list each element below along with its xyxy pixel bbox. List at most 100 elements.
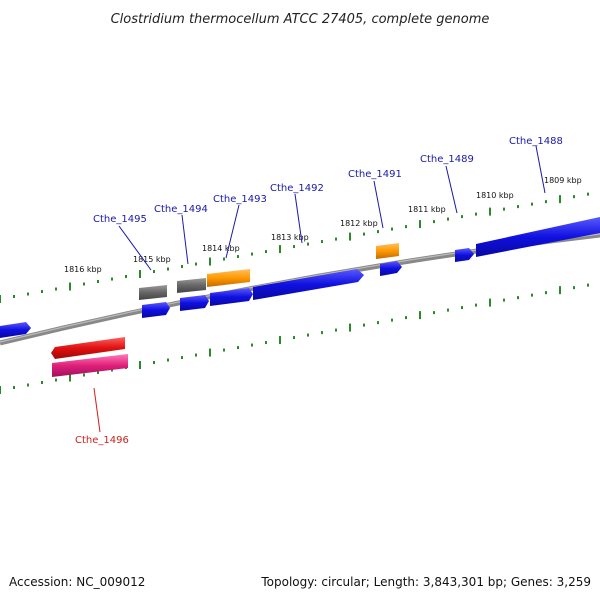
- inner-ruler-minor-tick: [321, 331, 323, 335]
- inner-ruler-minor-tick: [41, 381, 43, 385]
- outer-ruler-minor-tick: [181, 265, 183, 269]
- gene-cds-cthe-1489[interactable]: [455, 248, 474, 262]
- gene-cds-cthe-1493-b[interactable]: [210, 288, 253, 306]
- inner-ruler-major-tick: [69, 373, 71, 382]
- gene-label-cthe-1491[interactable]: Cthe_1491: [348, 169, 402, 180]
- inner-ruler-minor-tick: [433, 311, 435, 315]
- kbp-label-1816: 1816 kbp: [64, 265, 102, 274]
- inner-ruler-minor-tick: [293, 336, 295, 340]
- outer-ruler-minor-tick: [447, 217, 449, 221]
- gene-labels: Cthe_1488 Cthe_1489 Cthe_1491 Cthe_1492 …: [75, 136, 563, 446]
- outer-ruler-minor-tick: [545, 200, 547, 204]
- outer-ruler-minor-tick: [377, 230, 379, 234]
- outer-ruler-major-tick: [139, 270, 141, 279]
- gene-cds-cthe-1488[interactable]: [476, 217, 600, 257]
- kbp-label-1815: 1815 kbp: [133, 255, 171, 264]
- gene-label-cthe-1489[interactable]: Cthe_1489: [420, 154, 474, 165]
- outer-ruler-minor-tick: [503, 207, 505, 211]
- outer-ruler-minor-tick: [153, 270, 155, 274]
- outer-ruler-major-tick: [489, 207, 491, 216]
- outer-ruler-minor-tick: [293, 245, 295, 249]
- outer-ruler-minor-tick: [475, 212, 477, 216]
- inner-ruler-major-tick: [489, 298, 491, 307]
- inner-ruler-minor-tick: [405, 316, 407, 320]
- callout-line-cthe-1489: [445, 165, 458, 214]
- inner-ruler-minor-tick: [391, 318, 393, 322]
- outer-ruler-minor-tick: [41, 290, 43, 294]
- inner-ruler-minor-tick: [55, 378, 57, 382]
- gene-pseudo-cthe-1495[interactable]: [139, 285, 167, 300]
- kbp-label-1812: 1812 kbp: [340, 219, 378, 228]
- map-title: Clostridium thermocellum ATCC 27405, com…: [111, 12, 490, 27]
- kbp-label-1813: 1813 kbp: [271, 233, 309, 242]
- outer-ruler-minor-tick: [55, 287, 57, 291]
- outer-ruler-minor-tick: [111, 277, 113, 281]
- kbp-label-1811: 1811 kbp: [408, 205, 446, 214]
- gene-cds-cthe-1491[interactable]: [380, 261, 402, 276]
- gene-label-cthe-1488[interactable]: Cthe_1488: [509, 136, 563, 147]
- outer-ruler-major-tick: [349, 232, 351, 241]
- inner-ruler-minor-tick: [447, 308, 449, 312]
- inner-ruler-minor-tick: [223, 348, 225, 352]
- gene-label-cthe-1493[interactable]: Cthe_1493: [213, 194, 267, 205]
- outer-ruler-minor-tick: [167, 267, 169, 271]
- inner-ruler-minor-tick: [531, 293, 533, 297]
- inner-ruler-minor-tick: [251, 343, 253, 347]
- inner-ruler-major-tick: [209, 348, 211, 357]
- inner-ruler-minor-tick: [83, 373, 85, 377]
- gene-cds-cthe-1496[interactable]: [51, 337, 125, 359]
- ruler-labels: 1816 kbp 1815 kbp 1814 kbp 1813 kbp 1812…: [64, 176, 582, 274]
- inner-ruler-minor-tick: [237, 346, 239, 350]
- genome-summary-text: Topology: circular; Length: 3,843,301 bp…: [260, 575, 591, 589]
- inner-ruler-minor-tick: [461, 306, 463, 310]
- outer-ruler-minor-tick: [391, 227, 393, 231]
- outer-ruler-major-tick: [209, 257, 211, 266]
- inner-ruler-minor-tick: [475, 303, 477, 307]
- gene-cds-cthe-1494[interactable]: [180, 295, 209, 311]
- outer-ruler-minor-tick: [97, 280, 99, 284]
- inner-ruler-minor-tick: [363, 323, 365, 327]
- callout-line-cthe-1494: [181, 214, 189, 265]
- ruler-ticks-inner: [0, 283, 589, 394]
- inner-ruler-minor-tick: [97, 371, 99, 375]
- gene-label-cthe-1492[interactable]: Cthe_1492: [270, 183, 324, 194]
- gene-label-cthe-1496[interactable]: Cthe_1496: [75, 435, 129, 446]
- gene-misc-feature[interactable]: [52, 354, 128, 377]
- gene-label-cthe-1495[interactable]: Cthe_1495: [93, 214, 147, 225]
- inner-ruler-major-tick: [139, 361, 141, 370]
- outer-ruler-minor-tick: [363, 232, 365, 236]
- inner-ruler-minor-tick: [587, 283, 589, 287]
- gene-cds-forward[interactable]: [0, 322, 31, 338]
- gene-rna-cthe-1493[interactable]: [207, 269, 250, 287]
- gene-cds-cthe-1492[interactable]: [253, 269, 364, 300]
- outer-ruler-minor-tick: [321, 240, 323, 244]
- outer-ruler-minor-tick: [83, 282, 85, 286]
- outer-ruler-minor-tick: [461, 215, 463, 219]
- callout-line-cthe-1488: [535, 145, 546, 194]
- outer-ruler-minor-tick: [517, 205, 519, 209]
- inner-ruler-minor-tick: [265, 341, 267, 345]
- outer-ruler-minor-tick: [587, 192, 589, 196]
- ruler-ticks-outer: [0, 192, 589, 303]
- inner-ruler-minor-tick: [503, 298, 505, 302]
- inner-ruler-minor-tick: [27, 383, 29, 387]
- outer-ruler-minor-tick: [573, 195, 575, 199]
- gene-pseudo-cthe-1494[interactable]: [177, 278, 206, 293]
- outer-ruler-major-tick: [559, 195, 561, 204]
- gene-cds-cthe-1495[interactable]: [142, 302, 170, 318]
- gene-rna-cthe-1491[interactable]: [376, 243, 399, 259]
- outer-ruler-minor-tick: [433, 220, 435, 224]
- outer-ruler-minor-tick: [195, 262, 197, 266]
- inner-ruler-minor-tick: [153, 361, 155, 365]
- inner-ruler-minor-tick: [573, 286, 575, 290]
- inner-ruler-minor-tick: [111, 368, 113, 372]
- outer-ruler-minor-tick: [531, 202, 533, 206]
- outer-ruler-minor-tick: [251, 252, 253, 256]
- inner-ruler-minor-tick: [195, 353, 197, 357]
- callout-line-cthe-1496: [93, 387, 101, 433]
- inner-ruler-minor-tick: [335, 328, 337, 332]
- inner-ruler-minor-tick: [377, 321, 379, 325]
- inner-ruler-minor-tick: [181, 356, 183, 360]
- callout-line-cthe-1495: [118, 225, 152, 271]
- gene-label-cthe-1494[interactable]: Cthe_1494: [154, 204, 208, 215]
